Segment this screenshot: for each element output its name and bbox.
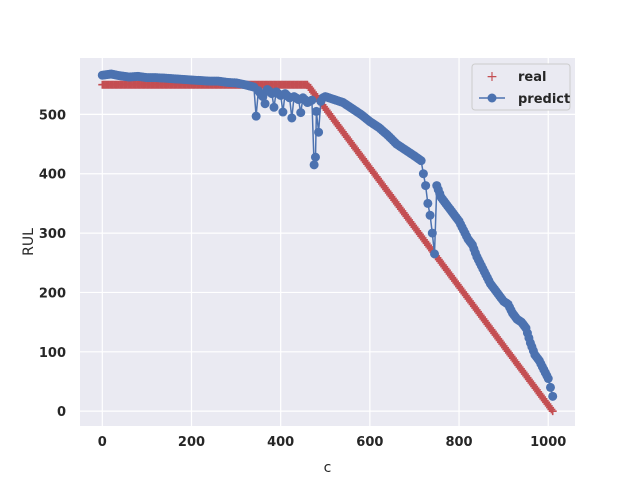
- real-point: [547, 405, 556, 414]
- predict-point: [548, 391, 558, 401]
- x-tick-label: 800: [445, 435, 472, 450]
- legend: + real predict: [471, 63, 571, 111]
- predict-point: [423, 198, 433, 208]
- y-tick-labels: 0 100 200 300 400 500: [39, 108, 66, 420]
- legend-predict-marker: [487, 93, 497, 103]
- predict-point: [260, 99, 270, 109]
- predict-point: [425, 210, 435, 220]
- predict-point: [416, 156, 426, 166]
- real-point: [548, 407, 557, 416]
- y-tick-label: 200: [39, 286, 66, 301]
- predict-point: [430, 249, 440, 259]
- plot-area: [80, 58, 575, 426]
- predict-point: [258, 92, 268, 102]
- predict-point: [287, 113, 297, 123]
- predict-point: [307, 95, 317, 105]
- predict-point: [314, 127, 324, 137]
- legend-real-marker: +: [486, 69, 498, 85]
- predict-point: [310, 152, 320, 162]
- predict-point: [296, 108, 306, 118]
- predict-point: [418, 169, 428, 179]
- predict-point: [278, 107, 288, 117]
- predict-point: [269, 102, 279, 112]
- predict-point: [311, 106, 321, 116]
- y-tick-label: 0: [57, 405, 66, 420]
- y-tick-label: 300: [39, 227, 66, 242]
- x-tick-label: 1000: [530, 435, 566, 450]
- series-predict: [97, 69, 558, 401]
- predict-point: [427, 228, 437, 238]
- x-tick-label: 400: [267, 435, 294, 450]
- series-layer: [97, 69, 558, 416]
- x-axis-label: c: [324, 460, 332, 476]
- grid-lines: [80, 58, 575, 426]
- legend-predict-label: predict: [518, 92, 570, 107]
- x-tick-label: 200: [178, 435, 205, 450]
- x-tick-labels: 0 200 400 600 800 1000: [98, 435, 567, 450]
- predict-point: [543, 374, 553, 384]
- x-tick-label: 0: [98, 435, 107, 450]
- x-tick-label: 600: [356, 435, 383, 450]
- y-tick-label: 100: [39, 346, 66, 361]
- y-tick-label: 500: [39, 108, 66, 123]
- predict-point: [421, 181, 431, 191]
- y-tick-label: 400: [39, 168, 66, 183]
- predict-point: [309, 160, 319, 170]
- predict-point: [545, 382, 555, 392]
- legend-real-label: real: [518, 70, 546, 85]
- y-axis-label: RUL: [21, 228, 37, 256]
- predict-point: [251, 111, 261, 121]
